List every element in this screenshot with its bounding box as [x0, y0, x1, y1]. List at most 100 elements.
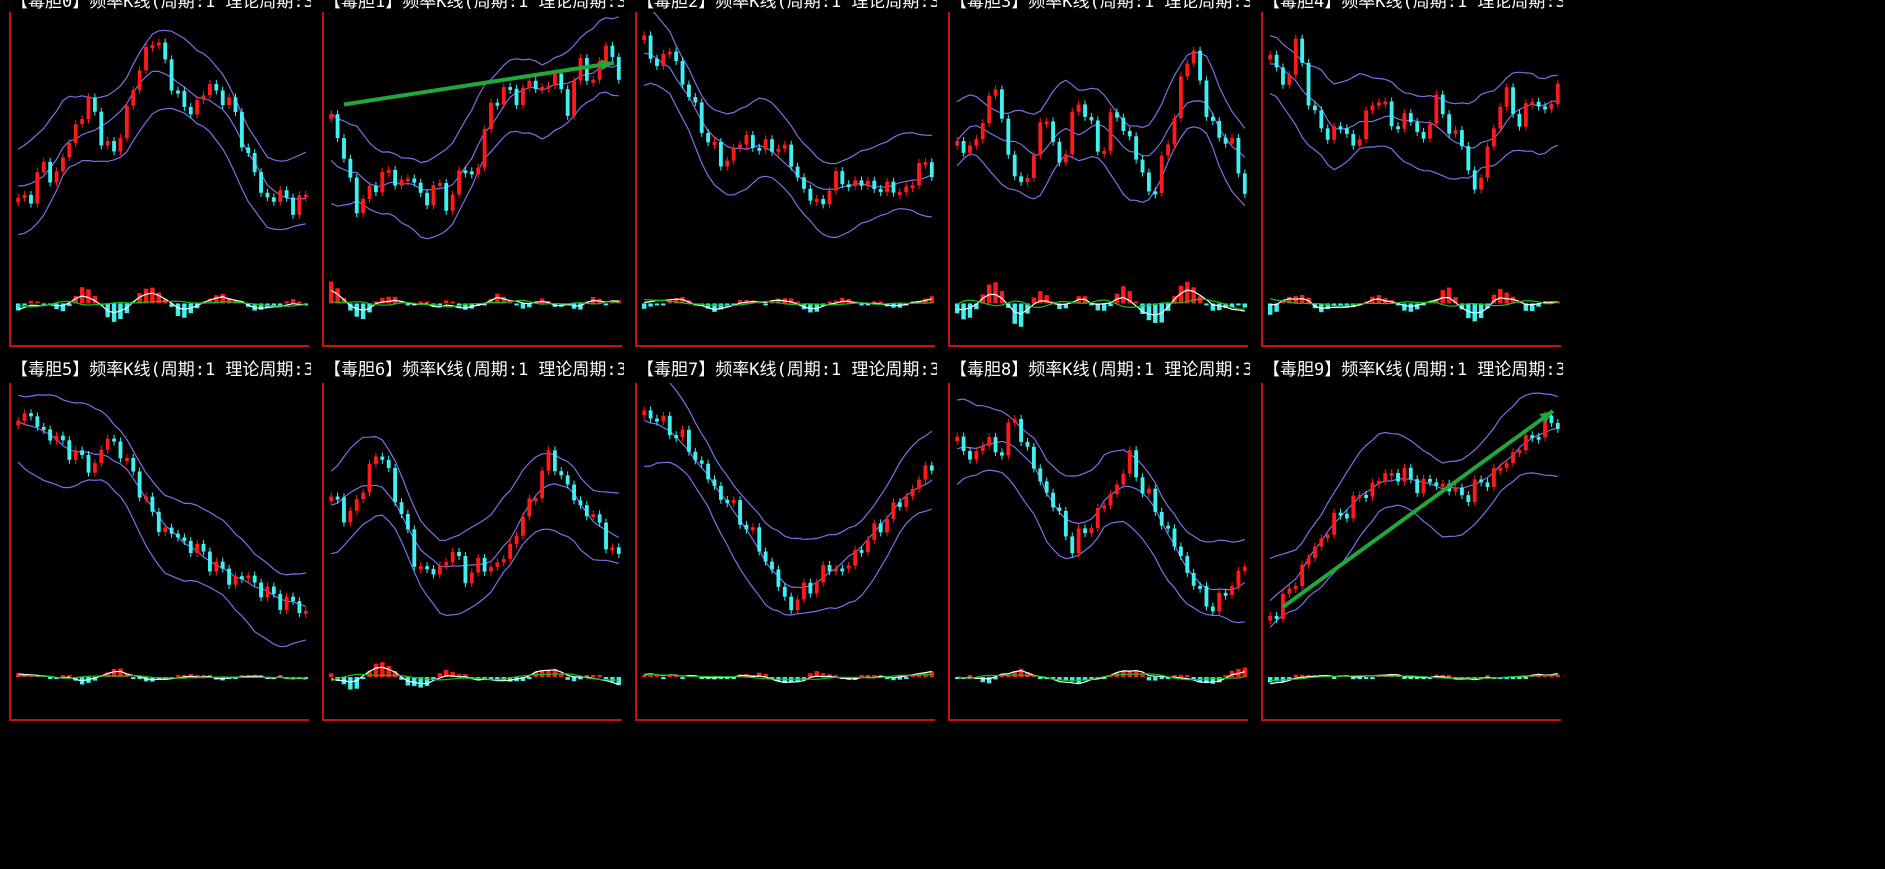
macd-bar — [297, 301, 302, 304]
panel-frame — [948, 12, 1248, 347]
candle — [1076, 104, 1081, 112]
macd-bar — [1108, 675, 1113, 678]
candle — [1012, 418, 1017, 423]
candle — [163, 527, 168, 532]
candle — [642, 410, 647, 416]
middle-band — [957, 440, 1246, 591]
candle — [169, 59, 174, 91]
candle — [41, 426, 46, 430]
candle — [418, 566, 423, 570]
candle — [725, 160, 730, 167]
candle — [699, 102, 704, 133]
candle — [712, 141, 717, 145]
candle — [54, 171, 59, 183]
chart-p8 — [954, 398, 1248, 685]
dea-line — [331, 299, 619, 308]
candle — [827, 190, 832, 205]
candle — [1006, 118, 1011, 155]
candle — [1351, 133, 1356, 146]
panel-frame — [9, 383, 309, 721]
macd-bar — [92, 295, 98, 304]
candle — [961, 436, 966, 452]
candle — [1498, 106, 1503, 129]
candle — [1306, 558, 1311, 565]
candle — [789, 144, 794, 167]
candle — [1549, 103, 1554, 110]
candle — [1504, 463, 1509, 468]
candle — [431, 568, 436, 575]
macd-bar — [616, 300, 622, 304]
candle — [437, 183, 442, 187]
candle — [1127, 131, 1132, 137]
candle — [616, 547, 621, 554]
candle — [1281, 67, 1285, 85]
candle — [73, 124, 78, 143]
candle — [137, 471, 142, 498]
macd-bar — [1274, 303, 1279, 312]
candle — [546, 85, 551, 89]
candle — [48, 429, 53, 441]
macd-bar — [578, 677, 583, 680]
lower-band — [330, 91, 619, 240]
candle — [1479, 479, 1484, 483]
candle — [291, 197, 295, 215]
candle — [501, 87, 506, 105]
macd-bar — [1146, 303, 1152, 321]
candle — [604, 45, 608, 62]
candle — [1121, 473, 1126, 485]
candle — [533, 498, 538, 502]
macd-bar — [60, 675, 66, 678]
macd-bar — [616, 677, 622, 686]
macd-bar — [872, 301, 877, 304]
candle — [92, 97, 97, 112]
candle — [980, 445, 985, 452]
macd-bar — [1095, 303, 1101, 311]
candle — [112, 438, 116, 442]
macd-bar — [501, 296, 506, 304]
panel-title: 【毒胆5】频率K线(周期:1 理论周期:3.6 — [11, 360, 311, 380]
candle — [1198, 50, 1202, 81]
panel-frame — [1261, 383, 1561, 721]
candle — [195, 543, 200, 554]
macd-bar — [488, 299, 494, 304]
candle — [910, 185, 915, 189]
candle — [1147, 488, 1151, 494]
candle — [1191, 572, 1196, 586]
macd-bar — [1280, 301, 1286, 304]
candle — [674, 435, 679, 439]
candle — [284, 190, 289, 198]
candle — [1530, 101, 1535, 105]
candle — [1319, 110, 1324, 129]
macd-bar — [603, 303, 609, 306]
macd-bar — [424, 677, 430, 686]
macd-bar — [1159, 677, 1164, 680]
chart-p9 — [1267, 392, 1561, 685]
macd-bar — [1050, 301, 1056, 304]
macd-bar — [1434, 674, 1439, 678]
candle — [910, 488, 915, 497]
candle — [252, 575, 257, 583]
candle — [501, 559, 506, 563]
macd-bar — [1012, 670, 1017, 678]
macd-bar — [1434, 298, 1439, 304]
candle — [1268, 615, 1273, 621]
candle — [1083, 104, 1087, 117]
candle — [1038, 468, 1043, 482]
candle — [1153, 191, 1158, 195]
macd-bar — [1204, 303, 1209, 306]
chart-p5 — [15, 394, 309, 685]
candle — [1383, 101, 1388, 105]
macd-bar — [827, 301, 832, 304]
macd-bar — [680, 677, 685, 680]
macd-bar — [1466, 303, 1471, 319]
candle — [112, 141, 116, 152]
macd-bar — [28, 300, 34, 304]
dif-line — [1270, 297, 1558, 314]
macd-bar — [597, 675, 602, 678]
macd-bar — [1210, 677, 1216, 684]
middle-band — [17, 420, 306, 607]
candle — [527, 80, 532, 88]
macd-bar — [399, 677, 404, 680]
candle — [655, 58, 659, 67]
macd-bar — [1223, 675, 1228, 678]
